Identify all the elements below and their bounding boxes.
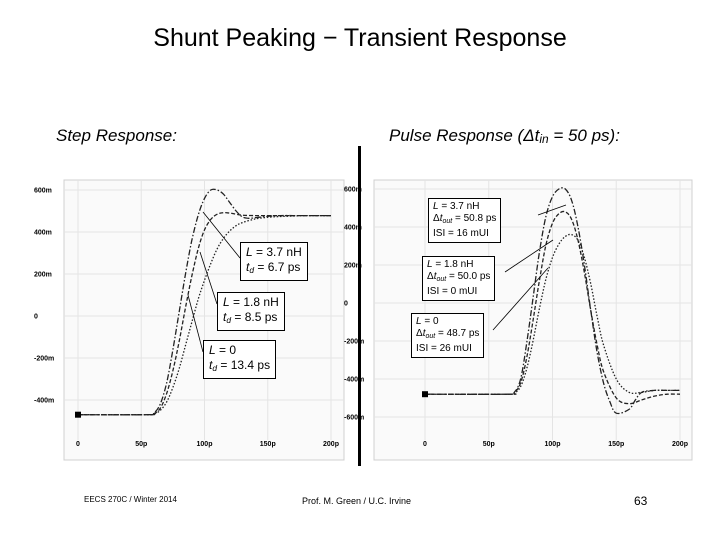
step-y-tick-label: 200m	[34, 272, 52, 279]
pulse-leader-3p7nh	[537, 204, 567, 216]
pulse-subtitle-delta: Δ	[523, 126, 535, 145]
pulse-subtitle-suffix: = 50 ps):	[548, 126, 620, 145]
pulse-y-tick-label: 400m	[344, 225, 362, 232]
step-start-marker	[75, 411, 81, 418]
vertical-divider	[358, 146, 361, 466]
step-x-tick-label: 100p	[197, 441, 213, 448]
pulse-x-tick-label: 50p	[483, 441, 495, 448]
step-leader-3p7nh	[202, 211, 241, 259]
step-y-tick-label: 600m	[34, 188, 52, 195]
pulse-subtitle-var: t	[534, 126, 540, 145]
pulse-y-tick-label: 200m	[344, 263, 362, 270]
footer-course: EECS 270C / Winter 2014	[84, 495, 177, 504]
pulse-series-1-line	[424, 210, 681, 405]
pulse-start-marker	[422, 391, 428, 398]
step-series-2-line	[77, 214, 331, 416]
pulse-series-0-line	[424, 187, 680, 415]
pulse-y-tick-label: -600m	[344, 415, 364, 422]
step-label-3p7nh: L = 3.7 nH td = 6.7 ps	[240, 242, 308, 281]
pulse-leader-1p8nh	[504, 239, 554, 273]
step-x-tick-label: 0	[76, 441, 80, 448]
step-x-tick-label: 150p	[260, 441, 276, 448]
pulse-x-tick-label: 200p	[672, 441, 688, 448]
pulse-y-tick-label: 600m	[344, 187, 362, 194]
step-y-tick-label: -200m	[34, 356, 54, 363]
pulse-y-tick-label: 0	[344, 301, 348, 308]
step-x-tick-label: 50p	[135, 441, 147, 448]
pulse-x-tick-label: 100p	[545, 441, 561, 448]
pulse-subtitle-prefix: Pulse Response (	[389, 126, 524, 145]
step-leader-l0	[187, 294, 204, 353]
pulse-response-subtitle: Pulse Response (Δtin = 50 ps):	[389, 126, 620, 146]
step-y-tick-label: -400m	[34, 398, 54, 405]
pulse-y-tick-label: -200m	[344, 339, 364, 346]
step-series-1-line	[77, 212, 331, 416]
step-y-tick-label: 400m	[34, 230, 52, 237]
step-label-l0: L = 0 td = 13.4 ps	[203, 340, 277, 379]
pulse-x-tick-label: 150p	[608, 441, 624, 448]
footer-author: Prof. M. Green / U.C. Irvine	[302, 496, 412, 506]
step-response-subtitle: Step Response:	[56, 126, 177, 145]
step-y-tick-label: 0	[34, 314, 38, 321]
pulse-label-1p8nh: L = 1.8 nH Δtout = 50.0 ps ISI = 0 mUI	[422, 256, 496, 301]
pulse-label-l0: L = 0 Δtout = 48.7 ps ISI = 26 mUI	[411, 313, 485, 358]
pulse-x-tick-label: 0	[423, 441, 427, 448]
pulse-leader-l0	[492, 267, 549, 331]
pulse-y-tick-label: -400m	[344, 377, 364, 384]
page-number: 63	[634, 494, 648, 508]
pulse-label-3p7nh: L = 3.7 nH Δtout = 50.8 ps ISI = 16 mUI	[428, 198, 502, 243]
slide-title: Shunt Peaking − Transient Response	[153, 24, 567, 52]
step-x-tick-label: 200p	[323, 441, 339, 448]
pulse-series-2-line	[424, 233, 680, 395]
pulse-subtitle-sub: in	[539, 132, 549, 146]
step-leader-1p8nh	[199, 251, 218, 305]
step-label-1p8nh: L = 1.8 nH td = 8.5 ps	[217, 292, 285, 331]
